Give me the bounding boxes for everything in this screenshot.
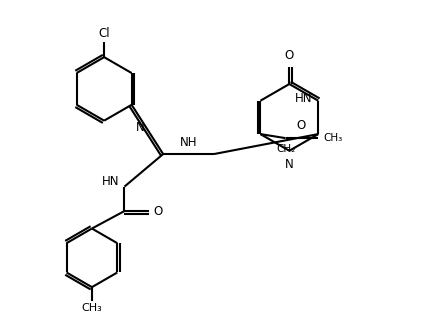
- Text: Cl: Cl: [98, 27, 110, 40]
- Text: CH₃: CH₃: [324, 133, 343, 143]
- Text: CH₃: CH₃: [81, 303, 102, 313]
- Text: CH₂: CH₂: [276, 144, 295, 154]
- Text: N: N: [285, 158, 294, 171]
- Text: O: O: [285, 49, 294, 62]
- Text: NH: NH: [180, 136, 197, 149]
- Text: HN: HN: [295, 92, 312, 105]
- Text: O: O: [154, 204, 163, 218]
- Text: O: O: [296, 119, 306, 133]
- Text: N: N: [136, 121, 145, 134]
- Text: HN: HN: [102, 175, 120, 188]
